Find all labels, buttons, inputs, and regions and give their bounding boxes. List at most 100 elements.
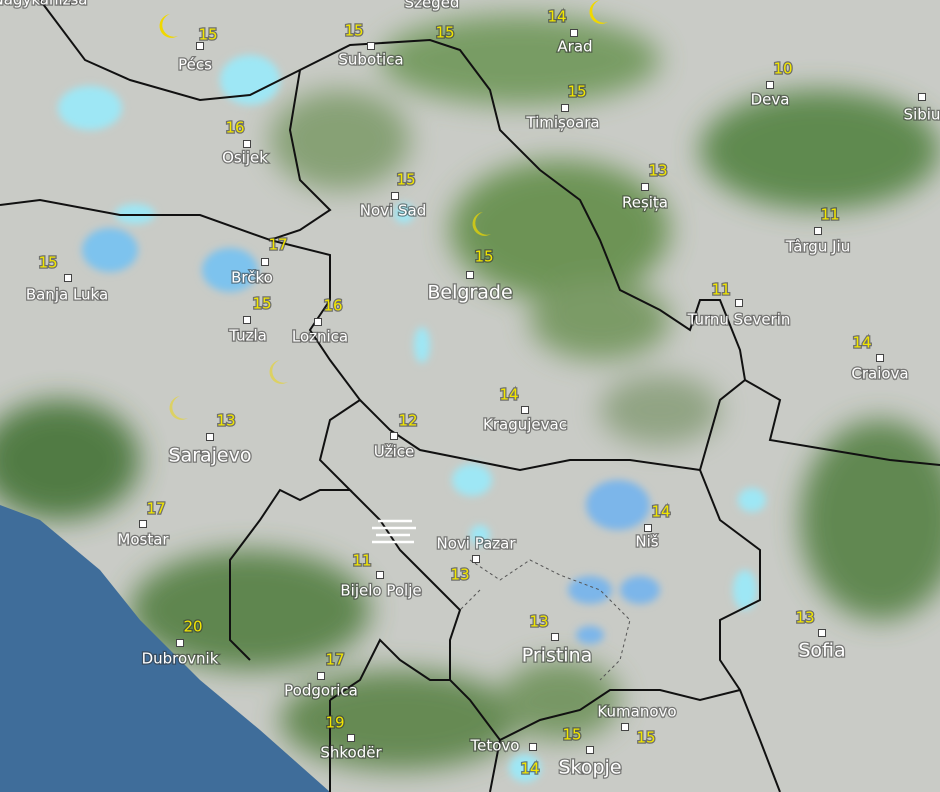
temperature: 14	[852, 334, 871, 352]
city-marker	[64, 274, 72, 282]
city-marker	[390, 432, 398, 440]
city-name: Pristina	[522, 645, 593, 667]
city-marker	[243, 140, 251, 148]
city-name: Tuzla	[228, 327, 267, 345]
city-name: Osijek	[222, 149, 268, 167]
city-marker	[529, 743, 537, 751]
city-name: Szeged	[405, 0, 460, 12]
temperature: 16	[323, 297, 342, 315]
city-marker	[766, 81, 774, 89]
temperature: 14	[651, 503, 670, 521]
city-marker	[243, 316, 251, 324]
temperature: 15	[435, 24, 454, 42]
city-name: Nagykanizsa	[0, 0, 87, 9]
city-name: Kumanovo	[597, 703, 676, 721]
city-marker	[376, 571, 384, 579]
city-name: Craiova	[851, 365, 908, 383]
land-patches	[0, 15, 940, 770]
temperature: 13	[648, 162, 667, 180]
temperature: 15	[474, 248, 493, 266]
temperature: 14	[499, 386, 518, 404]
city-marker	[521, 406, 529, 414]
city-marker	[206, 433, 214, 441]
city-name: Sofia	[798, 640, 845, 662]
city-name: Shkodër	[320, 744, 382, 762]
city-name: Kragujevac	[483, 416, 567, 434]
city-name: Deva	[751, 91, 790, 109]
fog-icon	[372, 519, 416, 544]
temperature: 14	[547, 8, 566, 26]
city-name: Tetovo	[470, 737, 520, 755]
city-marker	[621, 723, 629, 731]
city-marker	[551, 633, 559, 641]
city-marker	[586, 746, 594, 754]
temperature: 11	[352, 552, 371, 570]
city-marker	[261, 258, 269, 266]
city-marker	[644, 524, 652, 532]
temperature: 15	[344, 22, 363, 40]
city-marker	[196, 42, 204, 50]
city-name: Bijelo Polje	[340, 582, 421, 600]
temperature: 15	[562, 726, 581, 744]
city-marker	[317, 672, 325, 680]
city-name: Užice	[374, 443, 415, 461]
city-name: Arad	[557, 38, 592, 56]
temperature: 11	[820, 206, 839, 224]
city-marker	[814, 227, 822, 235]
city-name: Subotica	[338, 51, 403, 69]
temperature: 15	[252, 295, 271, 313]
moon-icons	[111, 0, 778, 663]
temperature: 16	[225, 119, 244, 137]
temperature: 15	[636, 729, 655, 747]
city-marker	[472, 555, 480, 563]
city-name: Loznica	[292, 328, 348, 346]
temperature: 10	[773, 60, 792, 78]
temperature: 15	[38, 254, 57, 272]
city-name: Timișoara	[525, 114, 599, 132]
city-marker	[391, 192, 399, 200]
city-marker	[314, 318, 322, 326]
city-marker	[641, 183, 649, 191]
city-name: Sarajevo	[169, 445, 252, 467]
sea	[0, 505, 330, 792]
temperature: 17	[146, 500, 165, 518]
temperature: 19	[325, 714, 344, 732]
city-name: Skopje	[558, 757, 621, 779]
city-marker	[466, 271, 474, 279]
city-name: Târgu Jiu	[785, 238, 850, 256]
temperature: 17	[268, 236, 287, 254]
temperature: 13	[216, 412, 235, 430]
temperature: 15	[198, 26, 217, 44]
city-marker	[176, 639, 184, 647]
temperature: 17	[325, 651, 344, 669]
temperature: 20	[183, 618, 202, 636]
temperature: 11	[711, 281, 730, 299]
city-name: Brčko	[231, 269, 273, 287]
temperature: 13	[450, 566, 469, 584]
temperature: 15	[567, 83, 586, 101]
city-name: Podgorica	[284, 682, 358, 700]
city-marker	[561, 104, 569, 112]
city-name: Novi Pazar	[436, 535, 516, 553]
city-marker	[876, 354, 884, 362]
city-name: Sibiu	[904, 106, 940, 124]
city-name: Turnu Severin	[687, 311, 791, 329]
city-name: Novi Sad	[360, 202, 426, 220]
temperature: 13	[795, 609, 814, 627]
city-name: Mostar	[117, 531, 169, 549]
city-name: Banja Luka	[26, 286, 108, 304]
city-name: Niš	[635, 533, 658, 551]
temperature: 15	[396, 171, 415, 189]
city-marker	[367, 42, 375, 50]
rain-patches	[58, 55, 766, 782]
city-name: Belgrade	[427, 282, 512, 304]
city-marker	[735, 299, 743, 307]
city-marker	[139, 520, 147, 528]
temperature: 13	[529, 613, 548, 631]
city-marker	[818, 629, 826, 637]
city-marker	[570, 29, 578, 37]
city-name: Reșița	[622, 194, 668, 212]
